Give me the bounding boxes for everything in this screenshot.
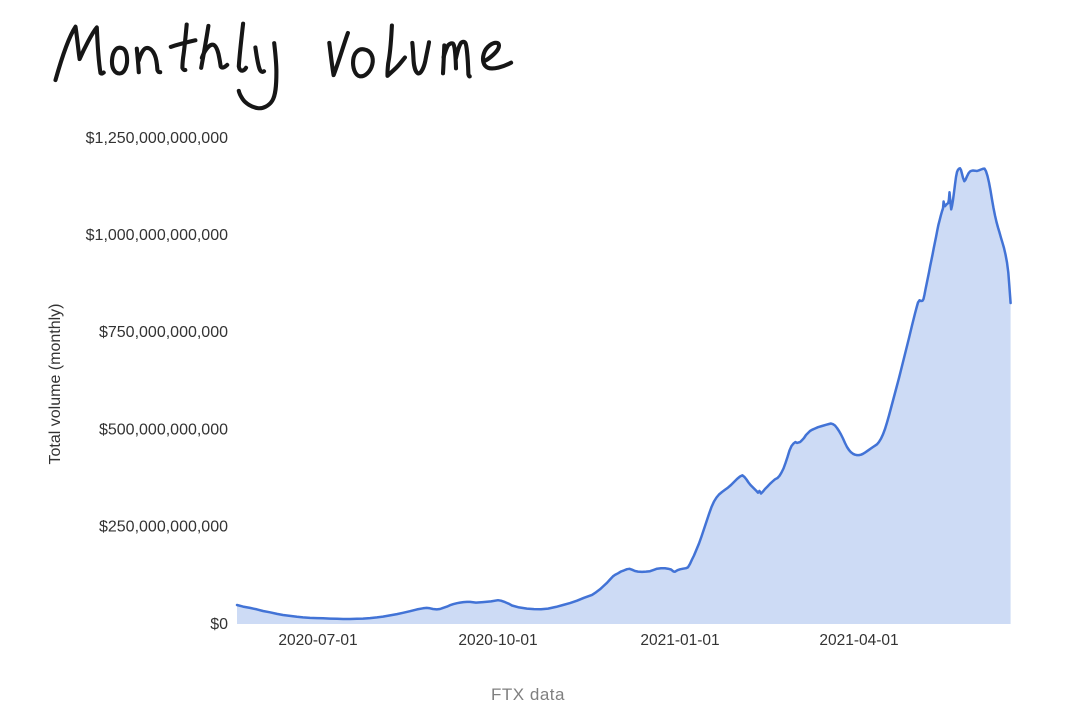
svg-text:$0: $0 xyxy=(210,616,228,633)
svg-text:$1,000,000,000,000: $1,000,000,000,000 xyxy=(86,227,228,244)
svg-text:$1,250,000,000,000: $1,250,000,000,000 xyxy=(86,130,228,147)
svg-text:$500,000,000,000: $500,000,000,000 xyxy=(99,421,228,438)
svg-text:2021-01-01: 2021-01-01 xyxy=(640,632,719,649)
svg-text:FTX data: FTX data xyxy=(491,685,565,704)
svg-text:$750,000,000,000: $750,000,000,000 xyxy=(99,324,228,341)
svg-text:2020-10-01: 2020-10-01 xyxy=(458,632,537,649)
svg-text:2020-07-01: 2020-07-01 xyxy=(278,632,357,649)
svg-text:Total volume (monthly): Total volume (monthly) xyxy=(47,304,64,465)
svg-text:$250,000,000,000: $250,000,000,000 xyxy=(99,519,228,536)
svg-text:2021-04-01: 2021-04-01 xyxy=(819,632,898,649)
